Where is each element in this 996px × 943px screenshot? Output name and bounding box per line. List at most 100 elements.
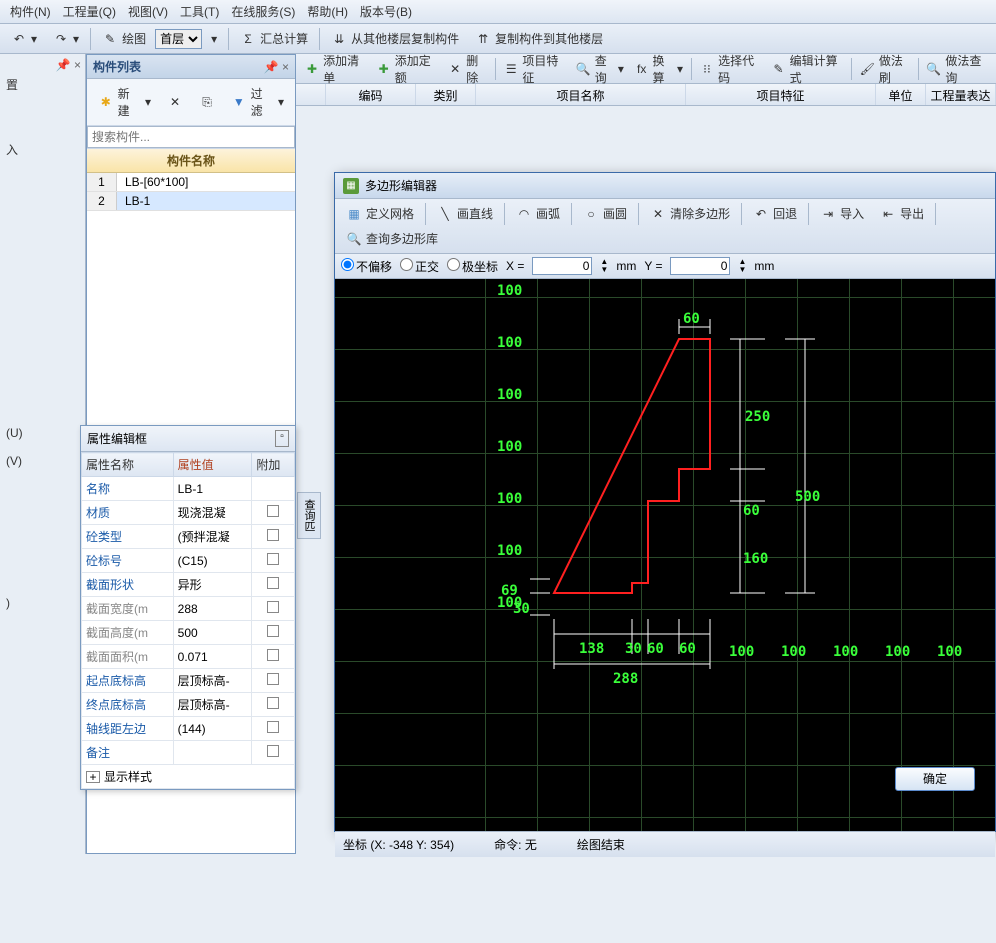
property-row[interactable]: 截面宽度(m288 — [82, 597, 295, 621]
row-number: 2 — [87, 192, 117, 210]
prop-value[interactable]: (C15) — [173, 549, 252, 573]
prop-extra[interactable] — [252, 621, 295, 645]
copyto-button[interactable]: ⇈复制构件到其他楼层 — [468, 27, 610, 50]
draw-button[interactable]: ✎绘图 — [95, 27, 153, 50]
menu-qty[interactable]: 工程量(Q) — [57, 3, 122, 20]
property-row[interactable]: 轴线距左边(144) — [82, 717, 295, 741]
export-button[interactable]: ⇤导出 — [873, 202, 931, 225]
property-row[interactable]: 起点底标高层顶标高- — [82, 669, 295, 693]
prop-extra[interactable] — [252, 525, 295, 549]
brush-button[interactable]: 🖌做法刷 — [855, 49, 915, 89]
querylib-button[interactable]: 🔍查询多边形库 — [339, 227, 445, 250]
menu-view[interactable]: 视图(V) — [122, 3, 174, 20]
radio-nooffset[interactable]: 不偏移 — [341, 258, 392, 275]
prop-name: 名称 — [82, 477, 174, 501]
property-row[interactable]: 截面高度(m500 — [82, 621, 295, 645]
import-button[interactable]: ⇥导入 — [813, 202, 871, 225]
prop-value[interactable] — [173, 741, 252, 765]
billing-toolbar: ✚添加清单 ✚添加定额 ✕删除 ☰项目特征 🔍查询 ▾ fx换算 ▾ ⁝⁝选择代… — [296, 54, 996, 84]
property-row[interactable]: 终点底标高层顶标高- — [82, 693, 295, 717]
selcode-button[interactable]: ⁝⁝选择代码 — [695, 49, 766, 89]
expand-row[interactable]: +显示样式 — [82, 765, 295, 789]
menu-version[interactable]: 版本号(B) — [354, 3, 418, 20]
grid-button[interactable]: ▦定义网格 — [339, 202, 421, 225]
delete-button[interactable]: ✕ — [160, 91, 190, 113]
menu-component[interactable]: 构件(N) — [4, 3, 57, 20]
prop-extra[interactable] — [252, 501, 295, 525]
panel-controls[interactable]: 📌 × — [264, 60, 289, 74]
property-row[interactable]: 材质现浇混凝 — [82, 501, 295, 525]
x-input[interactable] — [532, 257, 592, 275]
radio-ortho[interactable]: 正交 — [400, 258, 439, 275]
calc-button[interactable]: Σ汇总计算 — [233, 27, 315, 50]
pin-icon[interactable]: 📌 × — [4, 58, 81, 72]
prop-extra[interactable] — [252, 573, 295, 597]
undo-button[interactable]: ↶▾ — [4, 28, 44, 50]
close-icon[interactable]: ▫ — [275, 430, 289, 447]
separator — [935, 203, 936, 225]
prop-value[interactable]: (144) — [173, 717, 252, 741]
prop-extra[interactable] — [252, 597, 295, 621]
addlist-button[interactable]: ✚添加清单 — [300, 49, 371, 89]
querymethod-button[interactable]: 🔍做法查询 — [921, 49, 992, 89]
property-row[interactable]: 砼标号(C15) — [82, 549, 295, 573]
property-row[interactable]: 截面形状异形 — [82, 573, 295, 597]
redo-button[interactable]: ↷▾ — [46, 28, 86, 50]
y-input[interactable] — [670, 257, 730, 275]
addquota-button[interactable]: ✚添加定额 — [372, 49, 443, 89]
prop-extra[interactable] — [252, 477, 295, 501]
side-tab-query[interactable]: 查询匹 — [297, 492, 321, 539]
ok-button[interactable]: 确定 — [895, 767, 975, 791]
new-button[interactable]: ✱新建 ▾ — [91, 82, 158, 122]
prop-extra[interactable] — [252, 717, 295, 741]
fx-icon: fx — [635, 61, 649, 77]
projfeat-button[interactable]: ☰项目特征 — [499, 49, 570, 89]
prop-extra[interactable] — [252, 693, 295, 717]
table-row[interactable]: 1 LB-[60*100] — [87, 173, 295, 192]
copyfrom-button[interactable]: ⇊从其他楼层复制构件 — [324, 27, 466, 50]
search-input[interactable] — [87, 126, 295, 148]
property-row[interactable]: 砼类型(预拌混凝 — [82, 525, 295, 549]
query-button[interactable]: 🔍查询 ▾ — [571, 49, 629, 89]
editcalc-button[interactable]: ✎编辑计算式 — [766, 49, 847, 89]
prop-value[interactable]: 异形 — [173, 573, 252, 597]
table-row[interactable]: 2 LB-1 — [87, 192, 295, 211]
prop-extra[interactable] — [252, 741, 295, 765]
spinner-icon[interactable]: ▲▼ — [738, 258, 746, 274]
line-button[interactable]: ╲画直线 — [430, 202, 500, 225]
radio-polar[interactable]: 极坐标 — [447, 258, 498, 275]
prop-value[interactable]: 层顶标高- — [173, 669, 252, 693]
polygon-titlebar[interactable]: ▦ 多边形编辑器 — [335, 173, 995, 199]
menu-help[interactable]: 帮助(H) — [301, 3, 354, 20]
prop-value[interactable]: 0.071 — [173, 645, 252, 669]
delete-button[interactable]: ✕删除 — [443, 49, 492, 89]
prop-extra[interactable] — [252, 669, 295, 693]
arc-button[interactable]: ◠画弧 — [509, 202, 567, 225]
clear-button[interactable]: ✕清除多边形 — [643, 202, 737, 225]
component-grid: 构件名称 1 LB-[60*100] 2 LB-1 — [87, 148, 295, 211]
property-row[interactable]: 名称LB-1 — [82, 477, 295, 501]
dropdown-button[interactable]: ▾ — [204, 29, 224, 49]
prop-value[interactable]: (预拌混凝 — [173, 525, 252, 549]
spinner-icon[interactable]: ▲▼ — [600, 258, 608, 274]
copy-button[interactable]: ⎘ — [192, 91, 222, 113]
convert-button[interactable]: fx换算 ▾ — [630, 49, 688, 89]
prop-extra[interactable] — [252, 645, 295, 669]
prop-value[interactable]: LB-1 — [173, 477, 252, 501]
prop-name: 轴线距左边 — [82, 717, 174, 741]
filter-button[interactable]: ▼过滤 ▾ — [224, 82, 291, 122]
separator — [504, 203, 505, 225]
prop-value[interactable]: 现浇混凝 — [173, 501, 252, 525]
property-row[interactable]: 备注 — [82, 741, 295, 765]
prop-value[interactable]: 500 — [173, 621, 252, 645]
prop-value[interactable]: 层顶标高- — [173, 693, 252, 717]
circle-button[interactable]: ○画圆 — [576, 202, 634, 225]
floor-select[interactable]: 首层 — [155, 29, 202, 49]
prop-extra[interactable] — [252, 549, 295, 573]
menu-tools[interactable]: 工具(T) — [174, 3, 225, 20]
prop-value[interactable]: 288 — [173, 597, 252, 621]
drawing-canvas[interactable]: 1001001001001001001001001001001001006025… — [335, 279, 995, 831]
menu-online[interactable]: 在线服务(S) — [225, 3, 301, 20]
property-row[interactable]: 截面面积(m0.071 — [82, 645, 295, 669]
undo-button[interactable]: ↶回退 — [746, 202, 804, 225]
